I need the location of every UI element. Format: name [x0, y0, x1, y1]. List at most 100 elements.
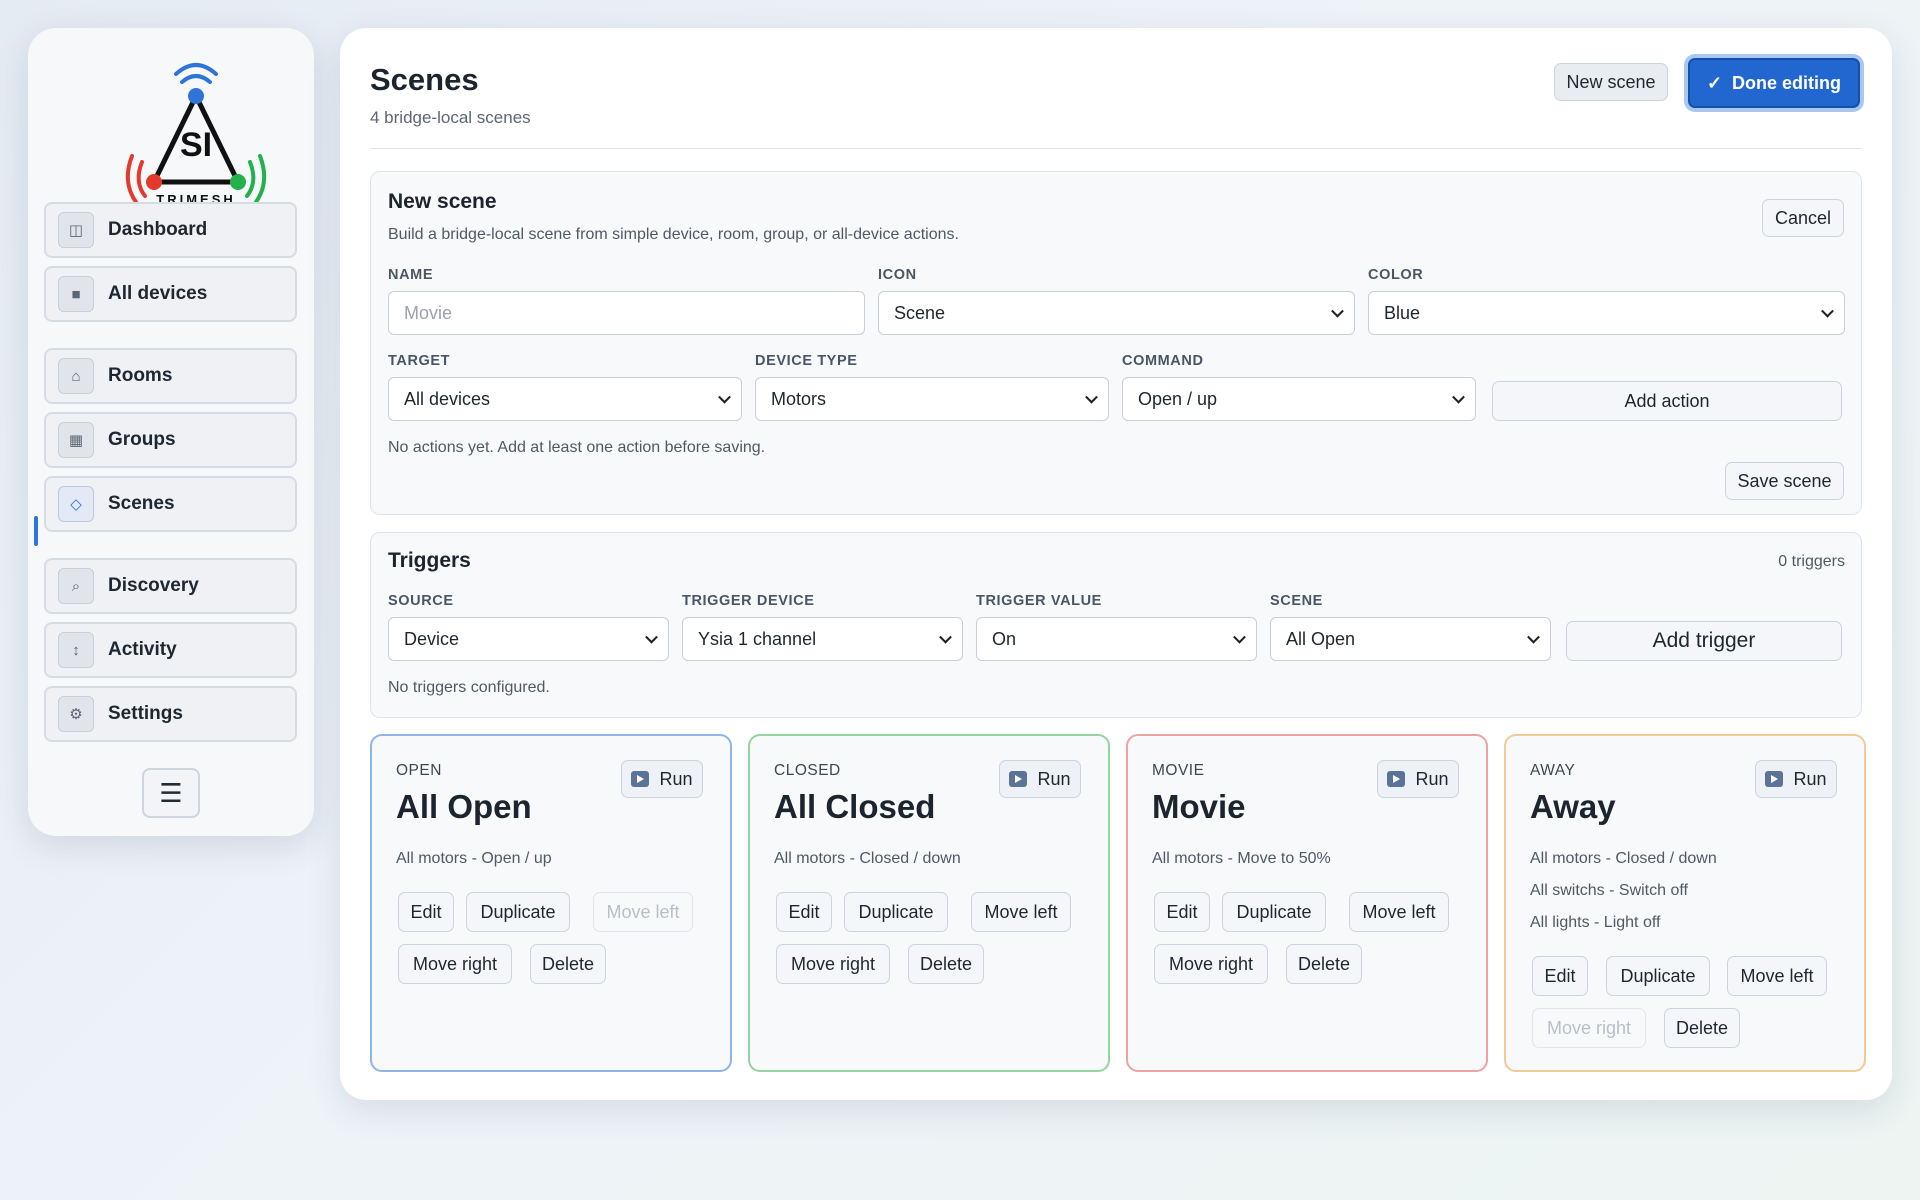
color-select-value: Blue [1384, 302, 1421, 323]
page-subtitle: 4 bridge-local scenes [370, 108, 531, 127]
scene-title: Away [1530, 788, 1616, 825]
sidebar-item-label: Discovery [108, 575, 199, 596]
duplicate-scene-button[interactable]: Duplicate [1606, 956, 1710, 996]
device-type-select[interactable]: Motors [755, 377, 1109, 421]
gear-icon: ⚙ [58, 696, 94, 732]
sidebar-item-label: Settings [108, 703, 183, 724]
sidebar-item-rooms[interactable]: ⌂ Rooms [44, 348, 297, 404]
scene-card-movie: MOVIE Movie Run All motors - Move to 50%… [1126, 734, 1488, 1072]
triggers-title: Triggers [388, 549, 471, 572]
name-label: NAME [388, 267, 434, 283]
move-right-button: Move right [1532, 1008, 1646, 1048]
active-nav-indicator [34, 516, 38, 546]
run-scene-button[interactable]: Run [621, 760, 703, 798]
delete-scene-button[interactable]: Delete [530, 944, 606, 984]
scene-action: All motors - Move to 50% [1152, 850, 1331, 867]
sidebar-item-label: Rooms [108, 365, 173, 386]
scene-eyebrow: OPEN [396, 762, 442, 779]
duplicate-scene-button[interactable]: Duplicate [1222, 892, 1326, 932]
save-scene-button[interactable]: Save scene [1725, 462, 1844, 500]
source-select-value: Device [404, 628, 460, 649]
trigger-value-select[interactable]: On [976, 617, 1257, 661]
sidebar-item-label: Dashboard [108, 219, 208, 240]
move-left-button[interactable]: Move left [971, 892, 1071, 932]
move-right-button[interactable]: Move right [1154, 944, 1268, 984]
chevron-down-icon [1452, 390, 1465, 404]
scene-select[interactable]: All Open [1270, 617, 1551, 661]
chevron-down-icon [1821, 304, 1834, 318]
cancel-button[interactable]: Cancel [1762, 199, 1844, 237]
command-label: COMMAND [1122, 353, 1204, 369]
scene-label: SCENE [1270, 593, 1323, 609]
move-right-button[interactable]: Move right [398, 944, 512, 984]
edit-scene-button[interactable]: Edit [1154, 892, 1210, 932]
dashboard-icon: ◫ [58, 212, 94, 248]
sidebar-item-scenes[interactable]: ◇ Scenes [44, 476, 297, 532]
hamburger-icon: ☰ [159, 777, 183, 808]
scene-eyebrow: AWAY [1530, 762, 1576, 779]
new-scene-panel: New scene Build a bridge-local scene fro… [370, 171, 1862, 515]
target-select[interactable]: All devices [388, 377, 742, 421]
move-left-button[interactable]: Move left [1349, 892, 1449, 932]
delete-scene-button[interactable]: Delete [908, 944, 984, 984]
logo-mark: SI [179, 126, 213, 164]
sidebar-item-groups[interactable]: ▦ Groups [44, 412, 297, 468]
run-label: Run [1415, 768, 1449, 789]
new-scene-button[interactable]: New scene [1554, 63, 1668, 101]
play-icon [1765, 771, 1784, 787]
run-scene-button[interactable]: Run [1755, 760, 1837, 798]
sidebar-item-activity[interactable]: ↕ Activity [44, 622, 297, 678]
delete-scene-button[interactable]: Delete [1664, 1008, 1740, 1048]
sidebar-item-label: All devices [108, 283, 208, 304]
scene-action: All lights - Light off [1530, 914, 1661, 931]
sidebar-item-all-devices[interactable]: ■ All devices [44, 266, 297, 322]
move-left-button[interactable]: Move left [1727, 956, 1827, 996]
target-label: TARGET [388, 353, 451, 369]
sidebar-item-dashboard[interactable]: ◫ Dashboard [44, 202, 297, 258]
add-action-button[interactable]: Add action [1492, 381, 1842, 421]
scene-title: All Open [396, 788, 532, 825]
groups-icon: ▦ [58, 422, 94, 458]
icon-select[interactable]: Scene [878, 291, 1355, 335]
header-divider [370, 148, 1862, 149]
edit-scene-button[interactable]: Edit [398, 892, 454, 932]
menu-toggle-button[interactable]: ☰ [142, 768, 200, 818]
activity-icon: ↕ [58, 632, 94, 668]
target-select-value: All devices [404, 388, 491, 409]
chevron-down-icon [1527, 630, 1540, 644]
device-type-select-value: Motors [771, 388, 827, 409]
play-icon [1387, 771, 1406, 787]
duplicate-scene-button[interactable]: Duplicate [466, 892, 570, 932]
edit-scene-button[interactable]: Edit [776, 892, 832, 932]
run-scene-button[interactable]: Run [999, 760, 1081, 798]
sidebar-item-settings[interactable]: ⚙ Settings [44, 686, 297, 742]
add-trigger-button[interactable]: Add trigger [1566, 621, 1842, 661]
trigger-device-select[interactable]: Ysia 1 channel [682, 617, 963, 661]
command-select[interactable]: Open / up [1122, 377, 1476, 421]
color-select[interactable]: Blue [1368, 291, 1845, 335]
trigger-device-label: TRIGGER DEVICE [682, 593, 815, 609]
move-right-button[interactable]: Move right [776, 944, 890, 984]
command-select-value: Open / up [1138, 388, 1218, 409]
duplicate-scene-button[interactable]: Duplicate [844, 892, 948, 932]
devices-icon: ■ [58, 276, 94, 312]
name-input[interactable]: Movie [388, 291, 865, 335]
sidebar-item-label: Activity [108, 639, 177, 660]
delete-scene-button[interactable]: Delete [1286, 944, 1362, 984]
source-label: SOURCE [388, 593, 454, 609]
icon-label: ICON [878, 267, 917, 283]
sidebar: SI TRIMESH ◫ Dashboard ■ All devices ⌂ R… [28, 28, 314, 836]
source-select[interactable]: Device [388, 617, 669, 661]
new-scene-description: Build a bridge-local scene from simple d… [388, 226, 959, 243]
scene-card-all-closed: CLOSED All Closed Run All motors - Close… [748, 734, 1110, 1072]
chevron-down-icon [645, 630, 658, 644]
icon-select-value: Scene [894, 302, 946, 323]
run-scene-button[interactable]: Run [1377, 760, 1459, 798]
run-label: Run [659, 768, 693, 789]
search-icon: ⌕ [58, 568, 94, 604]
scene-action: All motors - Closed / down [1530, 850, 1717, 867]
name-placeholder: Movie [404, 302, 453, 323]
done-editing-button[interactable]: ✓ Done editing [1688, 58, 1860, 108]
edit-scene-button[interactable]: Edit [1532, 956, 1588, 996]
sidebar-item-discovery[interactable]: ⌕ Discovery [44, 558, 297, 614]
